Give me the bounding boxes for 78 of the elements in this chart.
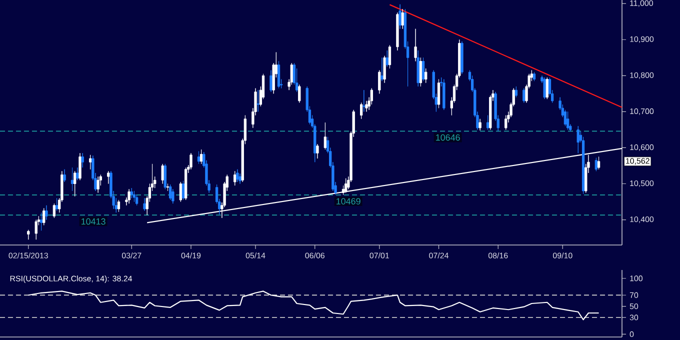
candlestick	[532, 72, 536, 82]
candlestick	[78, 152, 82, 180]
candlestick	[161, 164, 164, 184]
candlestick	[236, 169, 239, 182]
candlestick	[132, 190, 136, 202]
candlestick	[380, 57, 384, 82]
candlestick	[514, 86, 518, 98]
candlestick	[179, 182, 182, 202]
ref-line-label: 10413	[82, 218, 106, 225]
candlestick	[238, 173, 242, 184]
candlestick	[416, 50, 420, 87]
candlestick	[52, 203, 56, 218]
candlestick	[401, 8, 404, 30]
ref-line-label: 10646	[436, 134, 460, 141]
candlestick	[117, 200, 120, 212]
candlestick	[597, 156, 600, 170]
candlestick	[388, 44, 392, 69]
line-series	[28, 290, 600, 320]
candlestick	[34, 220, 38, 240]
candlestick	[184, 167, 188, 200]
candlestick	[504, 115, 508, 130]
candlestick	[96, 176, 100, 194]
candlestick	[566, 111, 570, 130]
candlestick	[486, 115, 490, 130]
candlestick	[89, 154, 92, 170]
candlestick	[277, 61, 280, 89]
candlestick	[378, 70, 381, 94]
candlestick	[422, 57, 425, 82]
candlestick	[234, 170, 236, 186]
candlestick	[166, 184, 170, 192]
candlestick	[383, 56, 386, 84]
candlestick	[298, 84, 301, 103]
candlestick	[414, 28, 417, 62]
candlestick	[424, 68, 428, 84]
candlestick	[76, 167, 79, 180]
candlestick	[172, 188, 174, 204]
candlestick	[386, 50, 388, 67]
candlestick	[81, 152, 84, 168]
candlestick	[256, 90, 260, 112]
candlestick	[169, 184, 172, 200]
candlestick	[143, 198, 146, 212]
candlestick	[74, 170, 76, 197]
candlestick	[362, 90, 366, 112]
candlestick	[182, 180, 185, 200]
candlestick	[344, 178, 348, 194]
candlestick	[522, 88, 526, 103]
candlestick	[45, 205, 48, 220]
candlestick	[442, 79, 446, 110]
candlestick	[360, 102, 363, 120]
candlestick	[576, 126, 580, 154]
candlestick	[27, 230, 30, 240]
candlestick	[70, 167, 74, 192]
candlestick	[63, 169, 66, 182]
candlestick	[190, 152, 192, 170]
candlestick	[398, 4, 402, 30]
candlestick	[200, 149, 203, 164]
candlestick	[316, 144, 319, 159]
ref-line-label: 10469	[336, 198, 360, 204]
candlestick	[164, 164, 167, 190]
candlestick	[437, 79, 440, 108]
candlestick	[324, 122, 327, 150]
candlestick	[419, 57, 422, 87]
candlestick	[130, 188, 133, 198]
candlestick	[478, 118, 482, 131]
candlestick	[460, 41, 464, 74]
candlestick	[55, 198, 58, 212]
candlestick	[107, 170, 110, 184]
candlestick	[42, 208, 46, 226]
candlestick	[197, 151, 200, 164]
candlestick	[594, 158, 598, 172]
candlestick	[40, 212, 43, 231]
candlestick	[546, 77, 548, 100]
candlestick	[396, 12, 399, 51]
candlestick	[128, 188, 130, 204]
candlestick	[365, 100, 368, 112]
candlestick	[543, 77, 546, 100]
candlestick	[135, 194, 138, 206]
candlestick	[270, 70, 272, 92]
